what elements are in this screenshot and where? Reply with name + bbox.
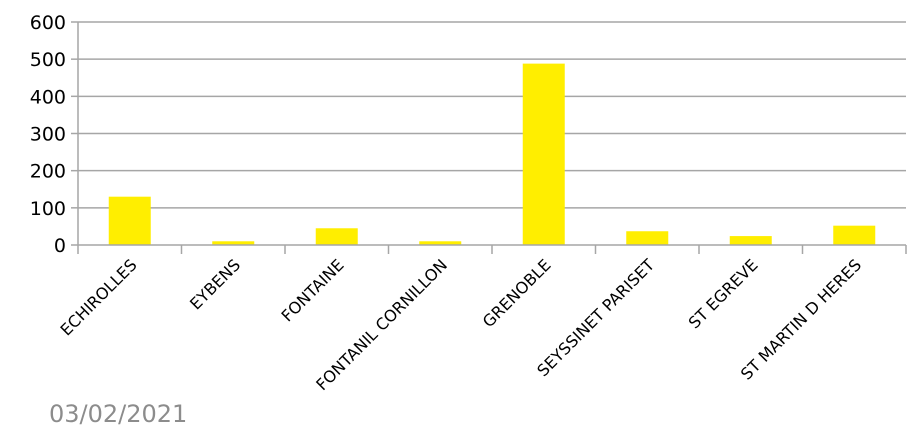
x-tick-label: GRENOBLE (479, 255, 555, 331)
bar (729, 236, 772, 245)
y-tick-label: 100 (30, 198, 66, 220)
bar (833, 225, 876, 245)
x-tick-label: EYBENS (186, 255, 244, 313)
x-axis (77, 244, 907, 254)
y-tick-label: 200 (30, 161, 66, 183)
gridlines (71, 21, 906, 246)
bar (108, 196, 151, 245)
y-tick-label: 300 (30, 124, 66, 146)
bars (108, 63, 876, 246)
bar (315, 228, 358, 245)
y-tick-label: 0 (54, 235, 66, 257)
bar (626, 231, 669, 245)
y-axis-ticks: 0 100 200 300 400 500 600 (30, 12, 66, 257)
y-tick-label: 400 (30, 86, 66, 108)
bar (212, 241, 255, 245)
y-tick-label: 600 (30, 12, 66, 34)
x-tick-label: ST MARTIN D HERES (737, 255, 865, 383)
y-tick-label: 500 (30, 49, 66, 71)
x-tick-label: SEYSSINET PARISET (533, 255, 658, 380)
x-tick-label: FONTAINE (278, 255, 348, 325)
footer-date: 03/02/2021 (49, 400, 188, 428)
x-tick-label: ST EGREVE (685, 255, 762, 332)
bar (419, 241, 462, 245)
x-tick-label: ECHIROLLES (57, 255, 141, 339)
bar (522, 63, 565, 246)
